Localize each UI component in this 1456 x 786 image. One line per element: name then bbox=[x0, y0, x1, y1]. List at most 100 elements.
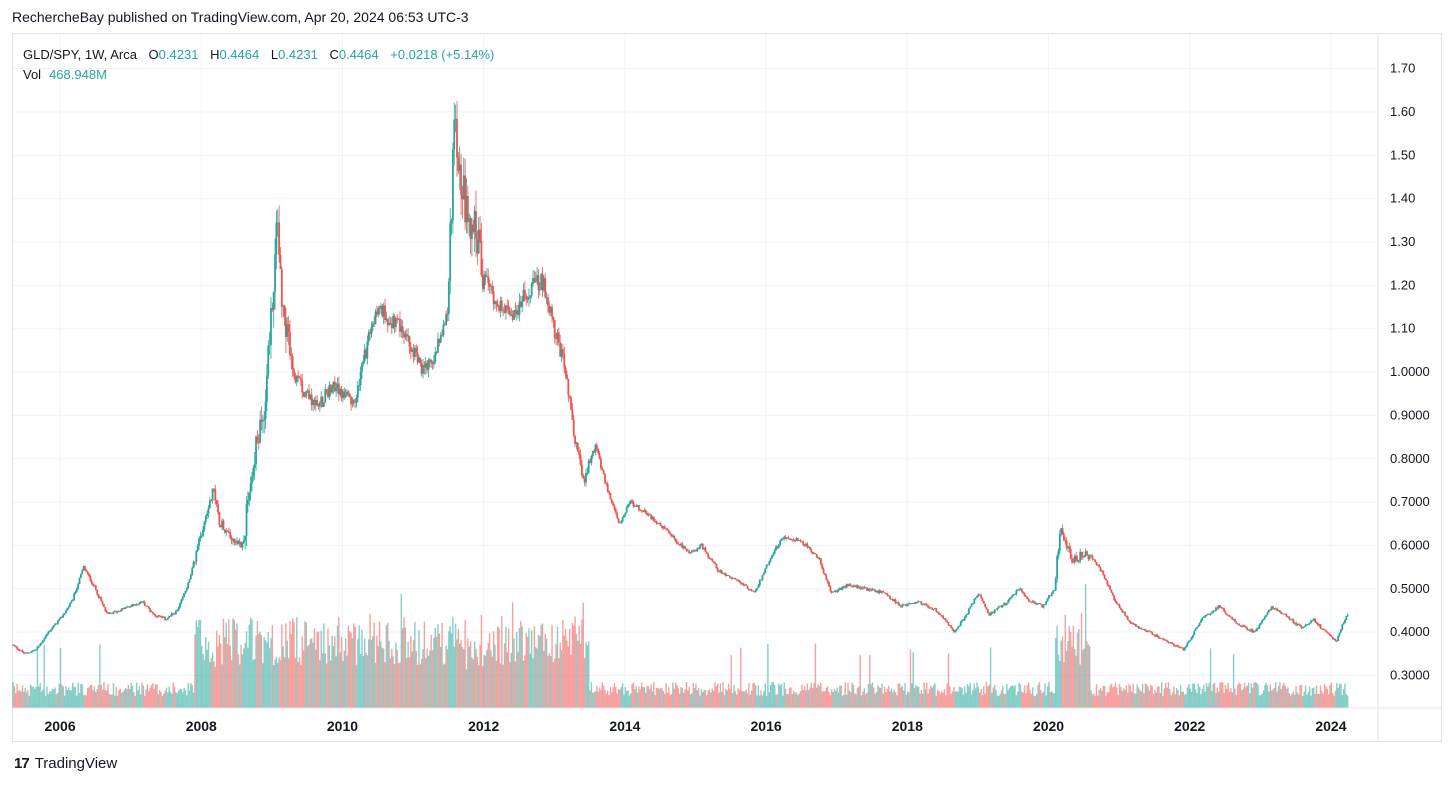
volume-bar bbox=[985, 682, 988, 708]
volume-bar bbox=[1110, 683, 1113, 708]
candle-body bbox=[173, 613, 176, 615]
volume-bar bbox=[693, 688, 696, 708]
volume-bar bbox=[13, 686, 16, 708]
candle-body bbox=[773, 550, 776, 554]
grid-layer bbox=[13, 34, 1378, 708]
candle-body bbox=[97, 594, 100, 598]
candle-body bbox=[995, 609, 997, 611]
volume-bar bbox=[799, 691, 802, 708]
volume-bar bbox=[965, 692, 967, 708]
volume-bar bbox=[1249, 693, 1251, 708]
volume-bar bbox=[349, 631, 351, 708]
candle-body bbox=[1121, 609, 1124, 613]
candle-body bbox=[863, 587, 866, 589]
volume-bar bbox=[1223, 693, 1225, 708]
candle-body bbox=[396, 317, 399, 319]
candle-body bbox=[730, 577, 733, 579]
candle-body bbox=[1314, 618, 1316, 623]
volume-bar bbox=[62, 686, 64, 708]
candle-body bbox=[340, 389, 343, 399]
volume-bar bbox=[1250, 683, 1252, 708]
volume-bar bbox=[91, 684, 93, 708]
volume-bar bbox=[521, 626, 523, 708]
volume-bar bbox=[532, 658, 534, 708]
volume-bar bbox=[211, 652, 214, 708]
volume-bar bbox=[854, 693, 856, 708]
volume-bar bbox=[264, 640, 267, 708]
candle-body bbox=[222, 520, 225, 530]
volume-bar bbox=[748, 683, 750, 708]
candle-body bbox=[454, 118, 457, 120]
candle-body bbox=[1225, 613, 1228, 615]
candle-body bbox=[780, 539, 783, 541]
volume-bar bbox=[278, 657, 280, 708]
tradingview-brand[interactable]: 17 TradingView bbox=[14, 755, 117, 772]
candle-body bbox=[754, 589, 757, 593]
volume-bar bbox=[562, 619, 564, 708]
volume-bar bbox=[282, 646, 284, 708]
candle-body bbox=[1235, 621, 1238, 624]
volume-bar bbox=[336, 625, 339, 708]
volume-bar bbox=[207, 641, 210, 708]
candle-body bbox=[48, 631, 51, 633]
candle-body bbox=[947, 622, 950, 626]
candle-body bbox=[297, 375, 300, 378]
candle-body bbox=[585, 473, 587, 483]
candle-body bbox=[50, 629, 52, 632]
volume-bar bbox=[847, 682, 849, 708]
candle-body bbox=[939, 614, 942, 616]
candle-body bbox=[1110, 589, 1113, 593]
volume-bar bbox=[1113, 686, 1115, 708]
volume-bar bbox=[1179, 684, 1182, 708]
candle-body bbox=[166, 617, 169, 620]
candle-body bbox=[218, 512, 221, 526]
volume-bar bbox=[38, 686, 40, 708]
volume-bar bbox=[1266, 685, 1269, 708]
candle-body bbox=[141, 601, 143, 603]
candle-body bbox=[77, 583, 80, 589]
volume-bar bbox=[936, 689, 939, 708]
volume-bar bbox=[1155, 692, 1157, 708]
volume-bar bbox=[968, 686, 970, 708]
volume-bar bbox=[977, 686, 980, 708]
volume-bar bbox=[1116, 687, 1118, 708]
candle-body bbox=[556, 332, 559, 340]
candle-body bbox=[985, 607, 988, 610]
volume-bar bbox=[195, 620, 197, 708]
volume-bar bbox=[782, 695, 784, 708]
candle-body bbox=[1091, 555, 1094, 560]
candle-body bbox=[640, 510, 643, 512]
candle-body bbox=[164, 616, 166, 620]
candle-body bbox=[1011, 595, 1014, 598]
candle-body bbox=[1159, 638, 1162, 639]
candle-body bbox=[369, 332, 371, 334]
volume-bar bbox=[77, 682, 79, 708]
candle-body bbox=[965, 614, 968, 618]
candle-body bbox=[484, 274, 487, 278]
candle-body bbox=[1092, 559, 1095, 561]
volume-bar bbox=[1025, 693, 1027, 708]
volume-bar bbox=[354, 626, 356, 708]
volume-bar bbox=[99, 644, 101, 708]
candle-body bbox=[547, 297, 549, 306]
candle-body bbox=[1084, 551, 1087, 557]
volume-bar bbox=[802, 690, 804, 708]
volume-bar bbox=[1311, 688, 1314, 708]
volume-bar bbox=[786, 693, 788, 708]
candle-body bbox=[890, 598, 893, 600]
volume-bar bbox=[915, 685, 917, 708]
volume-bar bbox=[434, 627, 436, 708]
candle-body bbox=[1262, 618, 1265, 621]
candle-body bbox=[849, 584, 852, 587]
candle-body bbox=[113, 611, 116, 613]
candle-body bbox=[601, 468, 604, 470]
volume-bar bbox=[966, 684, 969, 708]
candle-body bbox=[430, 359, 433, 363]
volume-bar bbox=[772, 682, 775, 708]
volume-bar bbox=[267, 632, 269, 708]
candle-body bbox=[1292, 619, 1295, 624]
candle-body bbox=[938, 612, 940, 615]
volume-bar bbox=[757, 685, 760, 708]
candle-body bbox=[1242, 625, 1245, 627]
candle-body bbox=[111, 613, 114, 615]
